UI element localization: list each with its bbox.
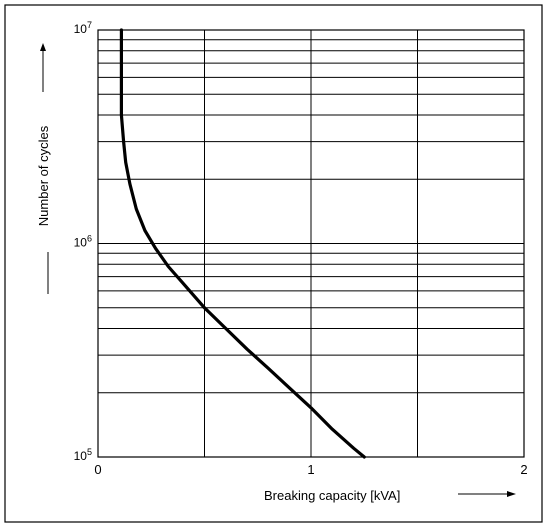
y-tick-label: 105 bbox=[74, 447, 92, 463]
x-tick-label: 2 bbox=[520, 462, 527, 477]
y-tick-label: 107 bbox=[74, 20, 92, 36]
figure-frame bbox=[4, 4, 543, 523]
x-axis-arrow-icon bbox=[507, 491, 516, 497]
y-tick-label: 106 bbox=[74, 234, 92, 250]
y-axis-arrow-icon bbox=[40, 43, 46, 51]
x-axis-label: Breaking capacity [kVA] bbox=[264, 488, 400, 503]
series-line bbox=[119, 28, 366, 459]
grid bbox=[98, 30, 524, 457]
series-group bbox=[119, 28, 366, 459]
plot-area-frame bbox=[97, 29, 525, 458]
y-tick-labels: 105 106 107 bbox=[74, 20, 92, 463]
x-tick-label: 1 bbox=[307, 462, 314, 477]
x-tick-label: 0 bbox=[94, 462, 101, 477]
x-tick-labels: 0 1 2 bbox=[94, 462, 527, 477]
y-axis-label: Number of cycles bbox=[36, 125, 51, 226]
